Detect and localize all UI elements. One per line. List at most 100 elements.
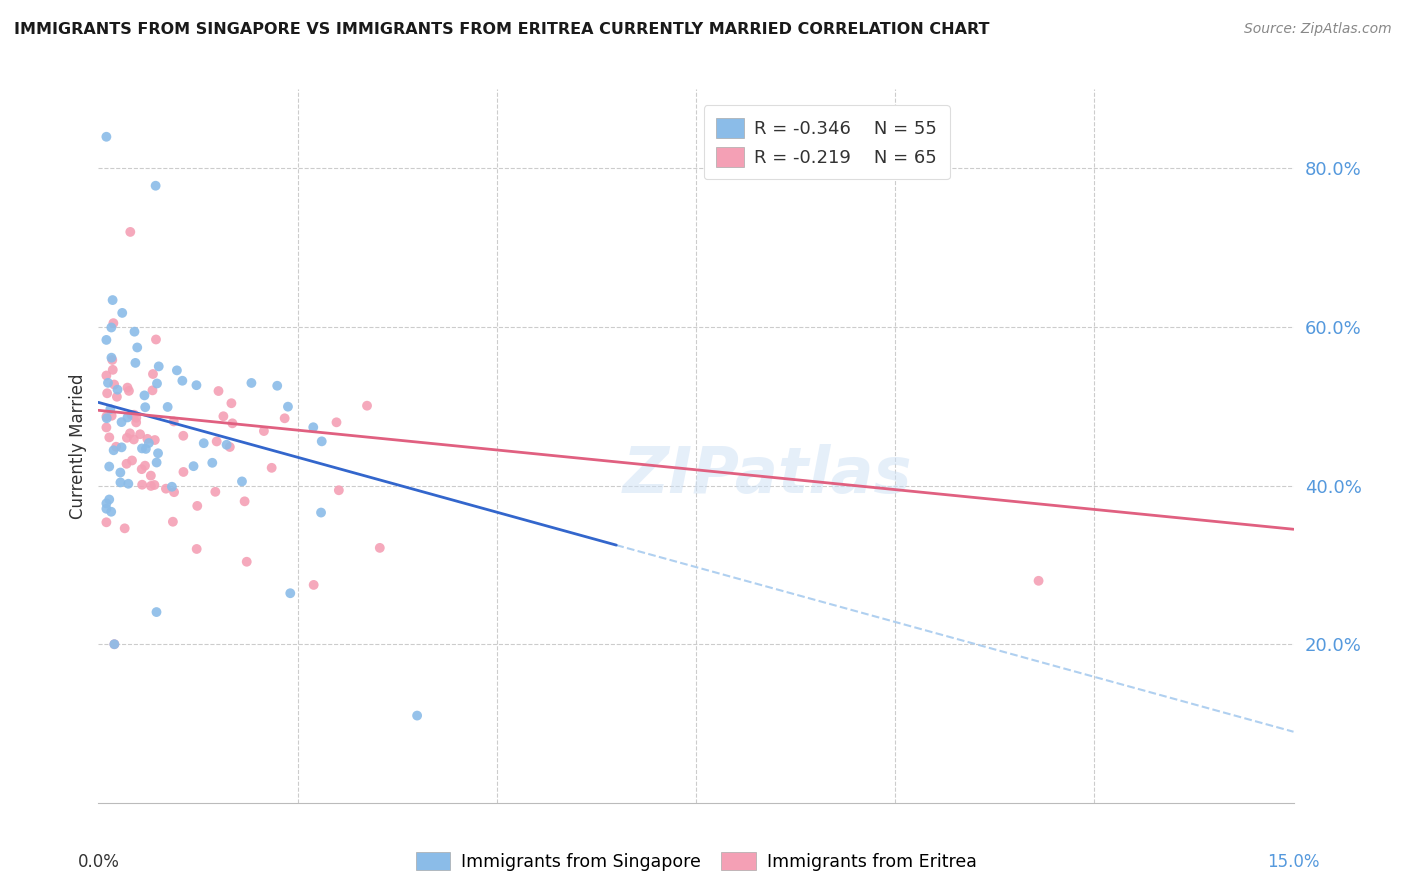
Point xyxy=(204,484,226,499)
Point xyxy=(111,306,134,320)
Point xyxy=(134,401,156,415)
Point xyxy=(96,496,118,510)
Point xyxy=(96,411,118,425)
Point xyxy=(129,427,152,442)
Point xyxy=(115,431,138,445)
Point xyxy=(127,341,149,355)
Point xyxy=(277,400,299,414)
Point xyxy=(325,415,347,429)
Text: Source: ZipAtlas.com: Source: ZipAtlas.com xyxy=(1244,22,1392,37)
Point xyxy=(163,485,186,500)
Point xyxy=(311,434,333,449)
Point xyxy=(406,708,429,723)
Point xyxy=(302,420,325,434)
Point xyxy=(96,386,118,401)
Point xyxy=(122,408,145,422)
Point xyxy=(207,384,229,398)
Point xyxy=(96,516,118,530)
Point xyxy=(145,456,167,470)
Point xyxy=(96,333,118,347)
Point xyxy=(101,293,124,307)
Point xyxy=(356,399,378,413)
Text: IMMIGRANTS FROM SINGAPORE VS IMMIGRANTS FROM ERITREA CURRENTLY MARRIED CORRELATI: IMMIGRANTS FROM SINGAPORE VS IMMIGRANTS … xyxy=(14,22,990,37)
Point xyxy=(1028,574,1050,588)
Point xyxy=(136,432,159,446)
Point xyxy=(135,442,157,456)
Point xyxy=(125,416,148,430)
Point xyxy=(146,376,169,391)
Point xyxy=(107,383,129,397)
Text: 0.0%: 0.0% xyxy=(77,853,120,871)
Point xyxy=(162,515,184,529)
Point xyxy=(302,578,325,592)
Point xyxy=(114,521,136,535)
Point xyxy=(100,505,122,519)
Point xyxy=(103,637,125,651)
Point xyxy=(233,494,256,508)
Point xyxy=(221,396,243,410)
Text: 15.0%: 15.0% xyxy=(1267,853,1320,871)
Point xyxy=(240,376,263,390)
Y-axis label: Currently Married: Currently Married xyxy=(69,373,87,519)
Point xyxy=(193,436,215,450)
Point xyxy=(101,353,124,368)
Point xyxy=(143,478,166,492)
Point xyxy=(186,541,208,556)
Point xyxy=(100,351,122,365)
Point xyxy=(110,441,132,455)
Point xyxy=(103,316,125,330)
Point xyxy=(139,479,162,493)
Point xyxy=(125,410,148,425)
Point xyxy=(124,356,146,370)
Point xyxy=(163,414,186,428)
Point xyxy=(183,459,205,474)
Point xyxy=(121,453,143,467)
Point xyxy=(221,417,243,431)
Point xyxy=(110,466,132,480)
Point xyxy=(266,378,288,392)
Point xyxy=(215,438,238,452)
Point xyxy=(134,388,156,402)
Point xyxy=(117,476,139,491)
Text: ZIPatlas: ZIPatlas xyxy=(623,443,912,506)
Point xyxy=(118,384,141,398)
Point xyxy=(231,475,253,489)
Point xyxy=(309,506,332,520)
Point xyxy=(117,410,139,425)
Point xyxy=(120,225,142,239)
Point xyxy=(139,468,162,483)
Point xyxy=(143,433,166,447)
Point xyxy=(115,457,138,471)
Point xyxy=(278,586,301,600)
Point xyxy=(96,129,118,144)
Point xyxy=(96,409,118,424)
Point xyxy=(155,482,177,496)
Point xyxy=(205,434,228,449)
Point xyxy=(156,400,179,414)
Point xyxy=(100,409,122,423)
Legend: Immigrants from Singapore, Immigrants from Eritrea: Immigrants from Singapore, Immigrants fr… xyxy=(406,844,986,880)
Point xyxy=(131,442,153,456)
Point xyxy=(368,541,391,555)
Point xyxy=(98,402,121,417)
Point xyxy=(253,424,276,438)
Point xyxy=(110,415,132,429)
Point xyxy=(218,440,240,454)
Point xyxy=(118,426,141,441)
Point xyxy=(273,411,295,425)
Point xyxy=(148,359,170,374)
Point xyxy=(98,459,121,474)
Point xyxy=(110,475,132,490)
Point xyxy=(260,460,283,475)
Point xyxy=(105,440,128,454)
Point xyxy=(146,446,169,460)
Point xyxy=(131,477,153,491)
Point xyxy=(201,456,224,470)
Point xyxy=(101,363,124,377)
Point xyxy=(98,492,121,507)
Point xyxy=(186,378,208,392)
Point xyxy=(103,637,125,651)
Point xyxy=(235,555,257,569)
Point xyxy=(98,430,121,444)
Point xyxy=(103,443,125,458)
